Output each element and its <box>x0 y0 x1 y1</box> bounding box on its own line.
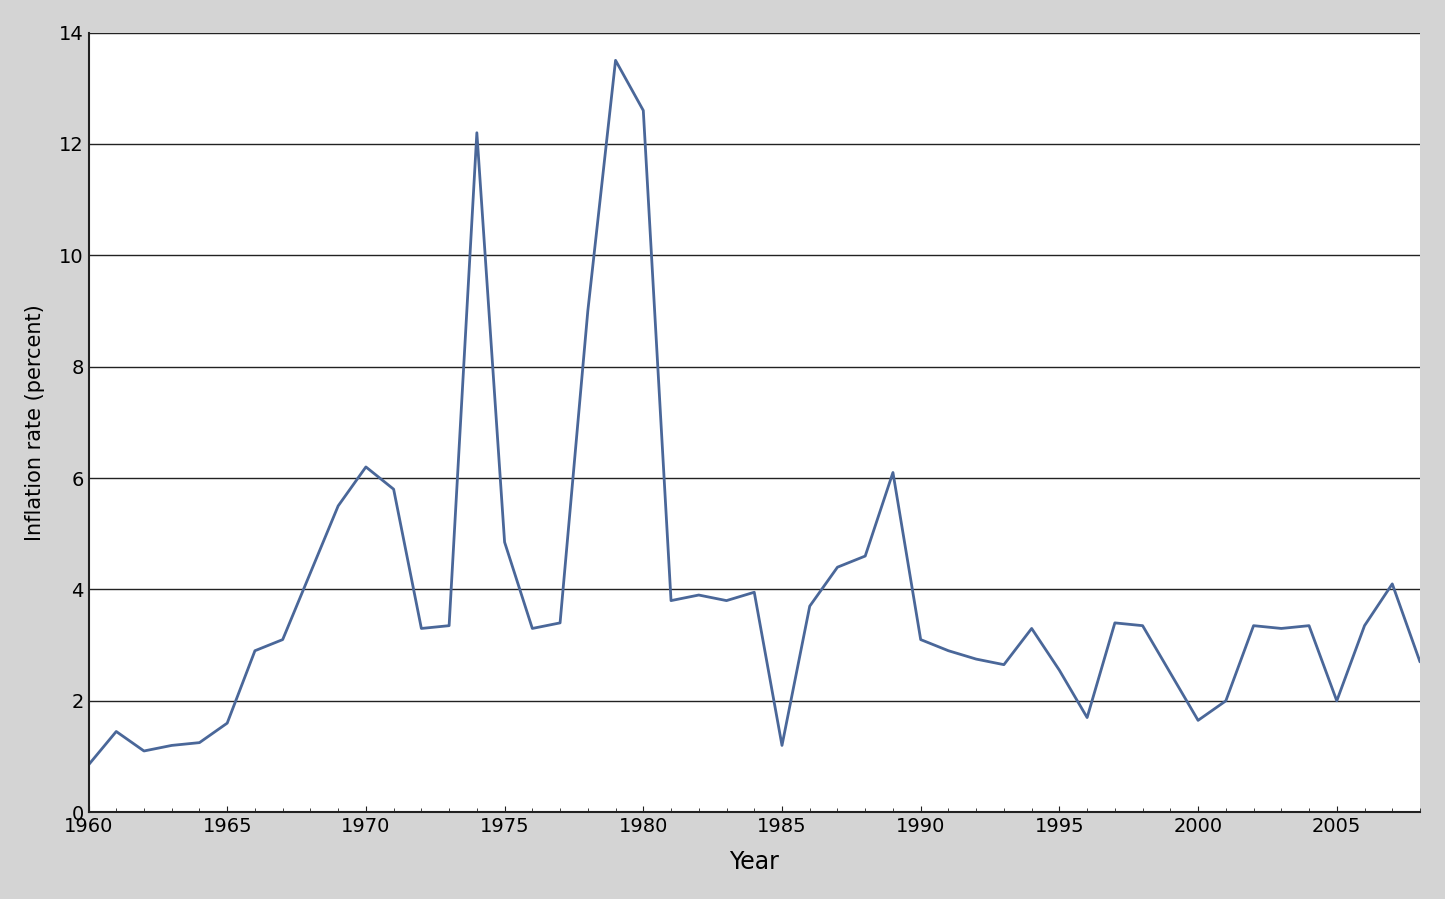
X-axis label: Year: Year <box>730 850 779 874</box>
Y-axis label: Inflation rate (percent): Inflation rate (percent) <box>25 304 45 541</box>
